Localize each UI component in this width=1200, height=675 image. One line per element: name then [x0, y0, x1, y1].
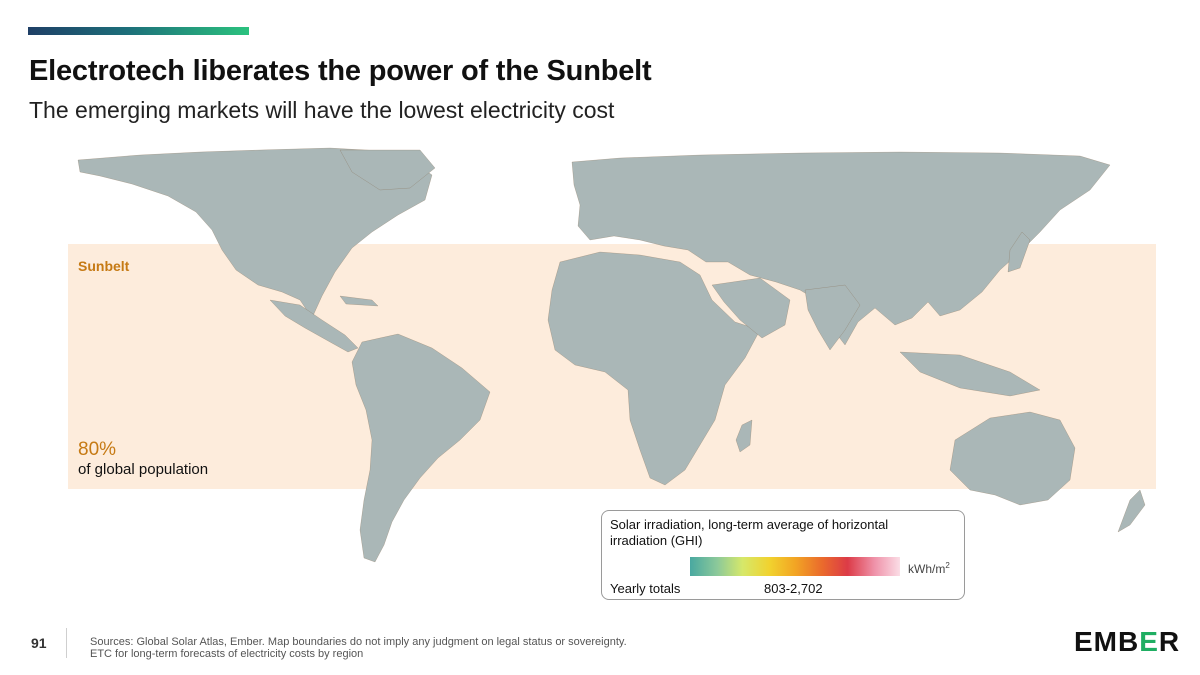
population-text: of global population: [78, 461, 209, 478]
new-zealand: [1117, 489, 1146, 533]
legend-yearly-label: Yearly totals: [610, 581, 681, 596]
africa: [547, 251, 761, 486]
legend-box: Solar irradiation, long-term average of …: [601, 510, 965, 600]
japan: [1007, 231, 1031, 273]
legend-range: 803-2,702: [764, 581, 823, 596]
sunbelt-label: Sunbelt: [78, 258, 130, 274]
madagascar: [735, 419, 753, 453]
australia: [949, 411, 1076, 506]
sources-line-1: Sources: Global Solar Atlas, Ember. Map …: [90, 636, 627, 648]
population-value: 80%: [78, 439, 117, 460]
central-america: [269, 299, 359, 353]
eurasia: [571, 151, 1111, 346]
page-number: 91: [31, 635, 47, 651]
india: [804, 284, 861, 351]
continents: [77, 147, 1146, 563]
world-solar-map: [77, 147, 1146, 563]
south-america: [351, 333, 491, 563]
sources-line-2: ETC for long-term forecasts of electrici…: [90, 648, 364, 660]
accent-bar: [28, 27, 249, 35]
caribbean: [339, 295, 379, 307]
legend-color-ramp: [690, 557, 900, 576]
page-title: Electrotech liberates the power of the S…: [29, 55, 652, 87]
north-america: [77, 147, 433, 319]
greenland: [339, 149, 436, 191]
legend-unit: kWh/m2: [908, 561, 950, 576]
page-subtitle: The emerging markets will have the lowes…: [29, 97, 615, 123]
legend-title: Solar irradiation, long-term average of …: [610, 517, 889, 548]
arabian-peninsula: [711, 277, 791, 339]
ember-logo: EMBER: [1074, 626, 1181, 657]
southeast-asia-islands: [899, 351, 1041, 397]
footer-divider: [66, 628, 67, 658]
sources-note: Sources: Global Solar Atlas, Ember. Map …: [90, 636, 627, 660]
